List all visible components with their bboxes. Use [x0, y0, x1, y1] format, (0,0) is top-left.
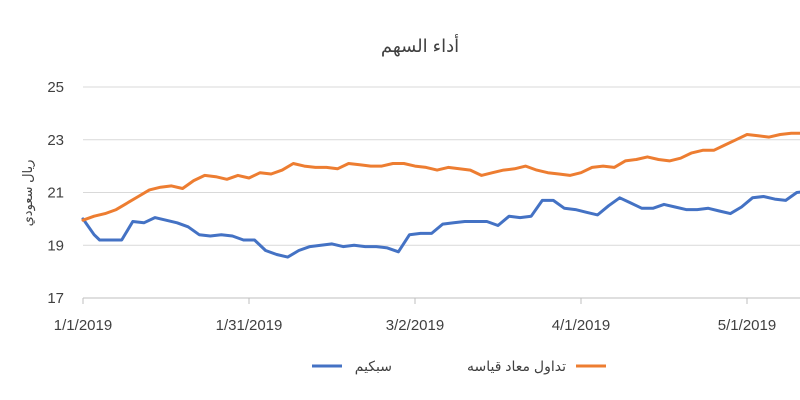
- y-tick-label: 17: [47, 290, 64, 307]
- x-tick-label: 1/31/2019: [216, 317, 283, 334]
- x-tick-label: 4/1/2019: [552, 317, 610, 334]
- series-line-1: [81, 190, 800, 259]
- legend: سبكيم تداول معاد قياسه: [312, 358, 606, 375]
- chart-title: أداء السهم: [381, 34, 459, 57]
- x-tick-label: 5/1/2019: [718, 317, 776, 334]
- x-tick-label: 3/2/2019: [386, 317, 444, 334]
- series-line-2: [81, 131, 800, 222]
- y-tick-label: 25: [47, 79, 64, 96]
- y-axis-title: ريال سعودي: [20, 160, 36, 227]
- y-tick-label: 23: [47, 132, 64, 149]
- x-axis-ticks: 1/1/2019 1/31/2019 3/2/2019 4/1/2019 5/1/201…: [54, 297, 800, 334]
- y-tick-label: 19: [47, 237, 64, 254]
- legend-label-1: سبكيم: [355, 358, 392, 375]
- legend-label-2: تداول معاد قياسه: [467, 358, 566, 375]
- y-tick-label: 21: [47, 185, 64, 202]
- series-lines: [81, 131, 800, 259]
- gridlines: [83, 86, 800, 299]
- y-axis-ticks: 17 19 21 23 25: [47, 79, 64, 307]
- x-tick-label: 1/1/2019: [54, 317, 112, 334]
